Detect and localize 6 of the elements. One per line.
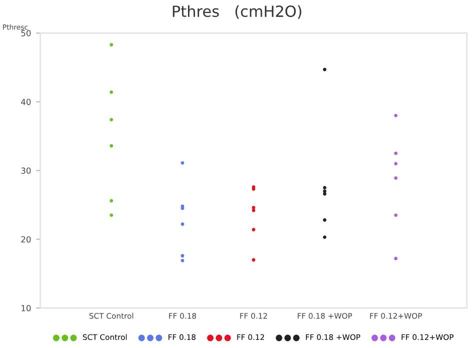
- y-tick-label: 50: [21, 30, 31, 36]
- y-tick-label: 40: [21, 98, 31, 106]
- y-tick-label: 20: [21, 236, 31, 243]
- y-tick-label: 30: [21, 168, 31, 174]
- y-tick-label: 10: [22, 304, 31, 312]
- chart-title: Pthres (cmH2O): [172, 5, 302, 19]
